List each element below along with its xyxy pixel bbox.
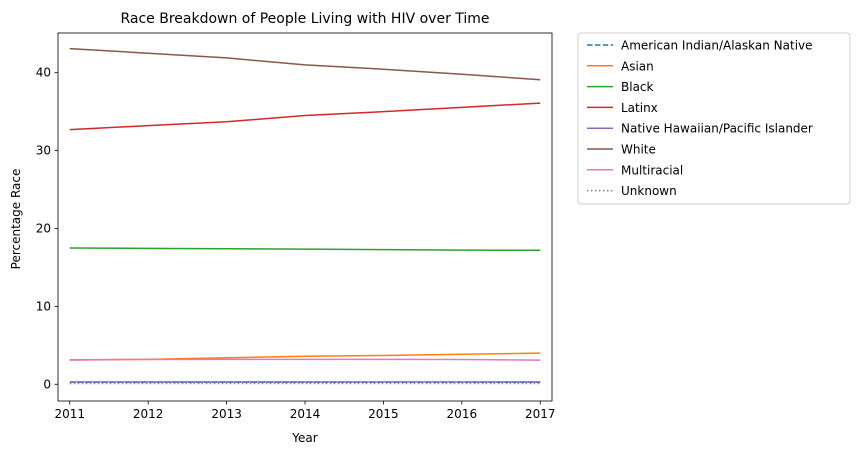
y-tick-label: 10	[36, 299, 51, 313]
legend-label: Unknown	[621, 184, 677, 198]
plot-area: 2011 2012 2013 2014 2015 2016 2017 0 10 20 30 40	[36, 32, 556, 421]
chart-legend: American Indian/Alaskan Native Asian Black…	[577, 32, 851, 205]
legend-label: Latinx	[621, 101, 658, 115]
x-tick-label: 2011	[54, 407, 85, 421]
y-axis-label: Percentage Race	[9, 169, 23, 270]
series-line-6	[69, 358, 541, 361]
series-line-2	[69, 247, 541, 252]
x-tick-label: 2017	[525, 407, 556, 421]
legend-label: Multiracial	[621, 163, 683, 177]
series-line-5	[69, 47, 541, 81]
legend-label: White	[621, 143, 656, 157]
legend-label: Native Hawaiian/Pacific Islander	[621, 122, 813, 136]
legend-label: Asian	[621, 59, 654, 73]
legend-label: Black	[621, 80, 654, 94]
series-line-3	[69, 102, 541, 131]
y-tick-label: 40	[36, 66, 51, 80]
x-tick-label: 2014	[290, 407, 321, 421]
x-tick-label: 2016	[447, 407, 478, 421]
x-tick-label: 2013	[211, 407, 242, 421]
x-axis-label: Year	[291, 431, 317, 445]
plot-frame	[57, 32, 553, 402]
y-tick-label: 30	[36, 144, 51, 158]
x-tick-label: 2012	[133, 407, 164, 421]
legend-box	[577, 32, 851, 205]
legend-label: American Indian/Alaskan Native	[621, 39, 813, 53]
y-tick-label: 0	[43, 377, 51, 391]
chart-title: Race Breakdown of People Living with HIV…	[120, 11, 489, 27]
y-tick-label: 20	[36, 221, 51, 235]
x-tick-label: 2015	[368, 407, 399, 421]
